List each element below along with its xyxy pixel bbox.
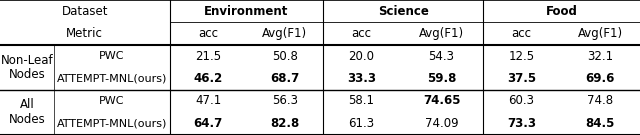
Text: Metric: Metric <box>67 27 103 40</box>
Text: 32.1: 32.1 <box>587 50 613 63</box>
Text: 68.7: 68.7 <box>270 72 300 85</box>
Text: Science: Science <box>378 5 429 18</box>
Text: ATTEMPT-MNL(ours): ATTEMPT-MNL(ours) <box>57 119 167 129</box>
Text: Dataset: Dataset <box>61 5 108 18</box>
Text: 58.1: 58.1 <box>349 94 374 107</box>
Text: Non-Leaf
Nodes: Non-Leaf Nodes <box>1 53 54 82</box>
Text: 84.5: 84.5 <box>586 117 614 130</box>
Text: 73.3: 73.3 <box>507 117 536 130</box>
Text: acc: acc <box>351 27 372 40</box>
Text: Avg(F1): Avg(F1) <box>262 27 307 40</box>
Text: 60.3: 60.3 <box>509 94 534 107</box>
Text: All
Nodes: All Nodes <box>9 98 45 126</box>
Text: 47.1: 47.1 <box>195 94 221 107</box>
Text: 56.3: 56.3 <box>272 94 298 107</box>
Text: 74.8: 74.8 <box>587 94 613 107</box>
Text: 74.09: 74.09 <box>425 117 458 130</box>
Text: 69.6: 69.6 <box>586 72 614 85</box>
Text: 46.2: 46.2 <box>193 72 223 85</box>
Text: 12.5: 12.5 <box>509 50 534 63</box>
Text: acc: acc <box>198 27 218 40</box>
Text: 64.7: 64.7 <box>193 117 223 130</box>
Text: 21.5: 21.5 <box>195 50 221 63</box>
Text: 54.3: 54.3 <box>429 50 454 63</box>
Text: 50.8: 50.8 <box>272 50 298 63</box>
Text: 82.8: 82.8 <box>270 117 300 130</box>
Text: 74.65: 74.65 <box>423 94 460 107</box>
Text: Avg(F1): Avg(F1) <box>577 27 623 40</box>
Text: 20.0: 20.0 <box>349 50 374 63</box>
Text: 59.8: 59.8 <box>427 72 456 85</box>
Text: acc: acc <box>511 27 532 40</box>
Text: Avg(F1): Avg(F1) <box>419 27 464 40</box>
Text: 33.3: 33.3 <box>347 72 376 85</box>
Text: ATTEMPT-MNL(ours): ATTEMPT-MNL(ours) <box>57 74 167 84</box>
Text: 37.5: 37.5 <box>507 72 536 85</box>
Text: Food: Food <box>546 5 577 18</box>
Text: PWC: PWC <box>99 51 125 61</box>
Text: 61.3: 61.3 <box>349 117 374 130</box>
Text: Environment: Environment <box>204 5 289 18</box>
Text: PWC: PWC <box>99 96 125 106</box>
